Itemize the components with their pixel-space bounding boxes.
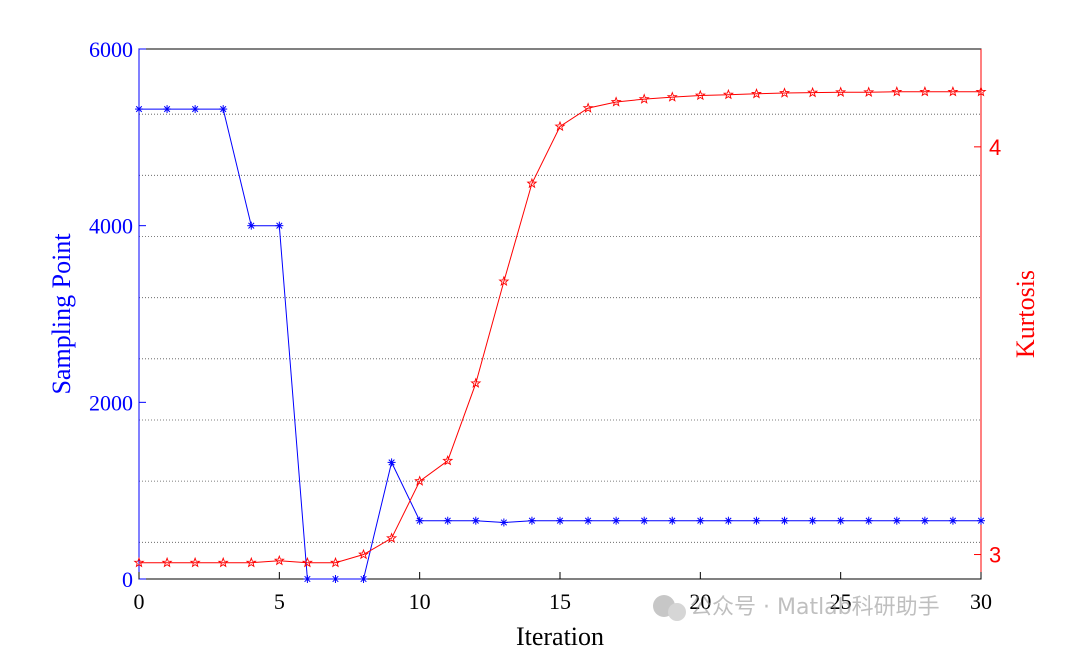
left-tick-label: 2000 xyxy=(89,390,133,415)
data-point xyxy=(470,377,482,388)
data-point xyxy=(273,554,285,566)
data-point xyxy=(638,93,650,104)
data-point xyxy=(947,85,959,97)
series-right xyxy=(133,85,987,568)
data-point xyxy=(386,532,398,543)
data-point xyxy=(358,548,370,560)
data-point xyxy=(275,221,284,230)
data-point xyxy=(582,102,594,113)
data-point xyxy=(891,85,903,97)
data-point xyxy=(666,91,678,102)
right-y-axis-label: Kurtosis xyxy=(1011,270,1040,358)
data-point xyxy=(443,516,452,525)
data-point xyxy=(919,85,931,97)
data-point xyxy=(442,455,454,466)
wechat-icon-bubble xyxy=(668,603,686,621)
data-point xyxy=(920,516,929,525)
data-point xyxy=(864,516,873,525)
left-tick-label: 0 xyxy=(122,567,133,592)
watermark-text: 公众号 · Matlab科研助手 xyxy=(690,595,940,620)
data-point xyxy=(161,556,173,568)
data-point xyxy=(414,475,426,486)
x-tick-label: 25 xyxy=(830,589,852,614)
data-point xyxy=(863,86,875,97)
data-point xyxy=(807,86,819,98)
series-left xyxy=(135,105,985,583)
data-point xyxy=(245,556,257,568)
data-point xyxy=(219,105,228,114)
right-tick-label: 4 xyxy=(989,135,1001,160)
left-tick-label: 6000 xyxy=(89,37,133,62)
series-layer xyxy=(133,85,987,583)
data-point xyxy=(554,120,566,132)
data-point xyxy=(752,516,761,525)
x-tick-label: 15 xyxy=(549,589,571,614)
data-point xyxy=(415,516,424,525)
data-point xyxy=(612,516,621,525)
data-point xyxy=(498,275,510,287)
series-line xyxy=(139,108,981,580)
data-point xyxy=(694,89,706,101)
left-y-axis-label: Sampling Point xyxy=(47,233,76,395)
right-y-axis: 34 xyxy=(974,49,1001,579)
data-point xyxy=(808,516,817,525)
data-point xyxy=(836,516,845,525)
data-point xyxy=(303,575,312,583)
data-point xyxy=(696,516,705,525)
data-point xyxy=(640,516,649,525)
x-tick-label: 30 xyxy=(970,589,992,614)
data-point xyxy=(189,556,201,568)
data-point xyxy=(471,516,480,525)
left-tick-label: 4000 xyxy=(89,214,133,239)
data-point xyxy=(975,85,987,97)
data-point xyxy=(247,221,256,230)
data-point xyxy=(499,518,508,527)
x-axis-label: Iteration xyxy=(516,622,604,649)
series-line xyxy=(139,91,981,564)
data-point xyxy=(135,105,143,114)
x-tick-label: 5 xyxy=(274,589,285,614)
data-point xyxy=(977,516,985,525)
data-point xyxy=(191,105,200,114)
x-tick-label: 0 xyxy=(134,589,145,614)
right-tick-label: 3 xyxy=(989,543,1001,568)
watermark: 公众号 · Matlab科研助手 xyxy=(653,595,940,621)
x-tick-label: 10 xyxy=(409,589,431,614)
data-point xyxy=(724,516,733,525)
data-point xyxy=(133,556,145,568)
grid-lines xyxy=(139,113,981,543)
data-point xyxy=(329,556,341,568)
data-point xyxy=(948,516,957,525)
data-point xyxy=(779,87,791,98)
data-point xyxy=(668,516,677,525)
data-point xyxy=(892,516,901,525)
x-tick-label: 20 xyxy=(689,589,711,614)
data-point xyxy=(359,575,368,583)
data-point xyxy=(610,96,622,107)
x-axis: 0 5 10 15 20 25 30 xyxy=(134,572,992,614)
data-point xyxy=(722,88,734,100)
data-point xyxy=(301,556,313,568)
data-point xyxy=(217,556,229,568)
left-y-axis: 0 2000 4000 6000 xyxy=(89,37,146,592)
data-point xyxy=(527,516,536,525)
data-point xyxy=(584,516,593,525)
data-point xyxy=(387,458,396,467)
data-point xyxy=(526,177,538,189)
data-point xyxy=(331,575,340,583)
data-point xyxy=(556,516,564,525)
data-point xyxy=(750,87,762,99)
data-point xyxy=(163,105,172,114)
data-point xyxy=(835,86,847,97)
data-point xyxy=(780,516,789,525)
